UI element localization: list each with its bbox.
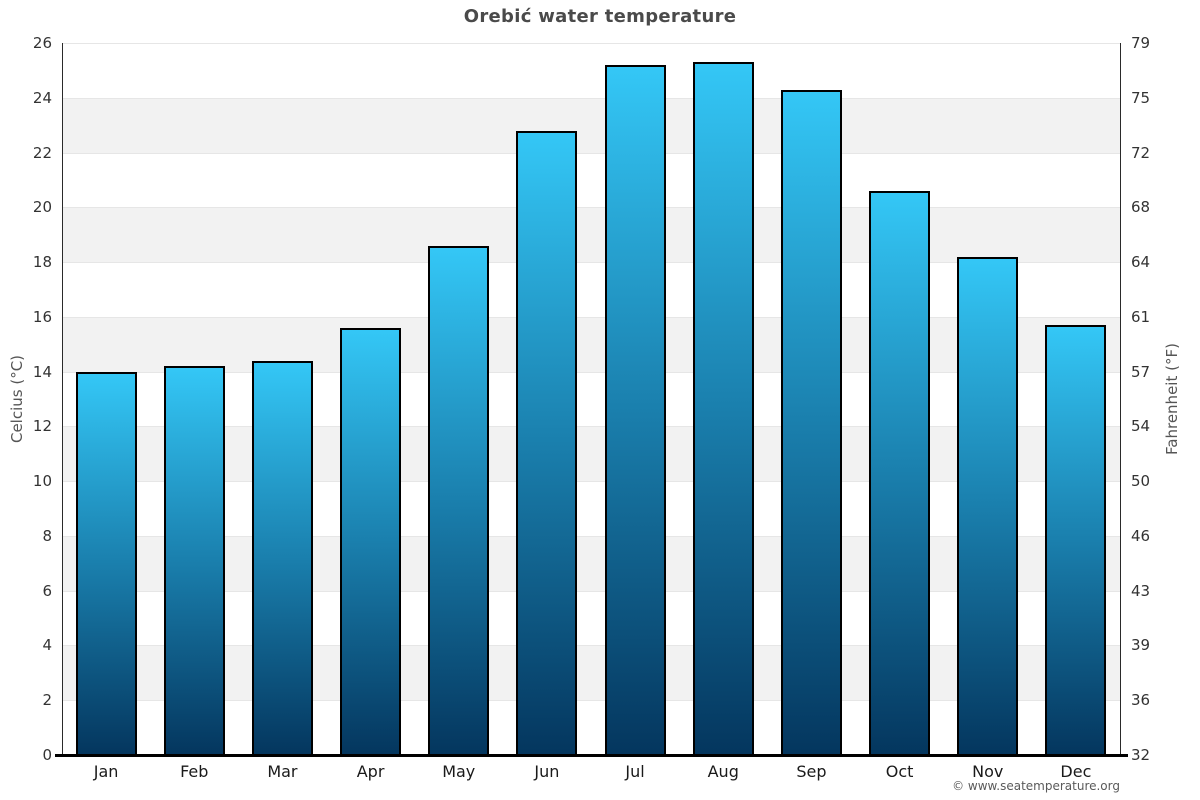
plot-band	[62, 316, 1120, 372]
ytick-celsius-26: 26	[32, 34, 52, 52]
copyright-link[interactable]: © www.seatemperature.org	[952, 779, 1120, 793]
ytick-celsius-16: 16	[32, 307, 52, 326]
plot-band	[62, 426, 1120, 482]
bar-oct[interactable]	[869, 190, 931, 755]
ytick-celsius-4: 4	[42, 636, 52, 655]
xtick-nov: Nov	[972, 762, 1004, 781]
bar-mar[interactable]	[251, 360, 313, 755]
bar-dec[interactable]	[1045, 325, 1107, 755]
plot-band	[62, 645, 1120, 701]
xtick-mar: Mar	[267, 762, 298, 781]
ytick-fahrenheit-68: 68	[1131, 198, 1151, 217]
ytick-fahrenheit-54: 54	[1131, 417, 1151, 436]
gridline	[62, 316, 1120, 318]
xtick-oct: Oct	[885, 762, 914, 781]
gridline	[62, 43, 1120, 44]
plot-band	[62, 481, 1120, 536]
bar-nov[interactable]	[957, 256, 1019, 755]
bar-jul[interactable]	[604, 64, 666, 755]
ytick-celsius-20: 20	[32, 198, 52, 217]
xtick-aug: Aug	[707, 762, 739, 781]
bar-apr[interactable]	[340, 327, 402, 755]
ytick-fahrenheit-46: 46	[1131, 526, 1151, 545]
plot-band	[62, 97, 1120, 153]
xtick-jul: Jul	[625, 762, 645, 781]
ytick-celsius-6: 6	[42, 581, 52, 600]
gridline	[62, 645, 1120, 647]
gridline	[62, 262, 1120, 264]
ytick-celsius-8: 8	[42, 526, 52, 545]
plot-band	[62, 152, 1120, 208]
ytick-celsius-2: 2	[42, 691, 52, 710]
xtick-jan: Jan	[93, 762, 119, 781]
plot-area	[62, 43, 1120, 756]
plot-band	[62, 43, 1120, 98]
plot-band	[62, 207, 1120, 263]
bar-feb[interactable]	[163, 366, 225, 755]
xtick-feb: Feb	[180, 762, 209, 781]
xtick-apr: Apr	[356, 762, 385, 781]
gridline	[62, 481, 1120, 483]
ytick-fahrenheit-64: 64	[1131, 253, 1151, 272]
xtick-dec: Dec	[1060, 762, 1092, 781]
ytick-fahrenheit-79: 79	[1131, 34, 1151, 52]
gridline	[62, 700, 1120, 702]
gridline	[62, 426, 1120, 428]
xtick-sep: Sep	[796, 762, 827, 781]
chart-title: Orebić water temperature	[463, 6, 737, 27]
plot-band	[62, 700, 1120, 755]
x-axis-line	[55, 754, 1128, 757]
bar-sep[interactable]	[780, 89, 842, 755]
ytick-celsius-18: 18	[32, 253, 52, 272]
ytick-fahrenheit-72: 72	[1131, 143, 1151, 162]
gridline	[62, 152, 1120, 154]
plot-band	[62, 535, 1120, 591]
bar-jun[interactable]	[516, 130, 578, 755]
y-axis-line-left	[62, 43, 63, 755]
y-axis-title-fahrenheit: Fahrenheit (°F)	[1163, 343, 1181, 455]
plot-band	[62, 371, 1120, 427]
ytick-fahrenheit-75: 75	[1131, 88, 1151, 107]
ytick-fahrenheit-50: 50	[1131, 472, 1151, 491]
bar-jan[interactable]	[75, 371, 137, 755]
ytick-celsius-0: 0	[42, 746, 52, 764]
ytick-celsius-12: 12	[32, 417, 52, 436]
gridline	[62, 535, 1120, 537]
plot-band	[62, 262, 1120, 317]
gridline	[62, 371, 1120, 373]
ytick-celsius-14: 14	[32, 362, 52, 381]
ytick-celsius-22: 22	[32, 143, 52, 162]
plot-band	[62, 590, 1120, 646]
gridline	[62, 207, 1120, 209]
bar-aug[interactable]	[692, 62, 754, 755]
ytick-fahrenheit-32: 32	[1131, 746, 1151, 764]
xtick-jun: Jun	[534, 762, 560, 781]
ytick-fahrenheit-57: 57	[1131, 362, 1151, 381]
ytick-celsius-10: 10	[32, 472, 52, 491]
ytick-fahrenheit-43: 43	[1131, 581, 1151, 600]
ytick-fahrenheit-36: 36	[1131, 691, 1151, 710]
ytick-fahrenheit-39: 39	[1131, 636, 1151, 655]
ytick-fahrenheit-61: 61	[1131, 307, 1151, 326]
y-axis-line-right	[1120, 43, 1121, 755]
bar-may[interactable]	[428, 245, 490, 755]
ytick-celsius-24: 24	[32, 88, 52, 107]
gridline	[62, 590, 1120, 592]
gridline	[62, 97, 1120, 99]
xtick-may: May	[442, 762, 476, 781]
